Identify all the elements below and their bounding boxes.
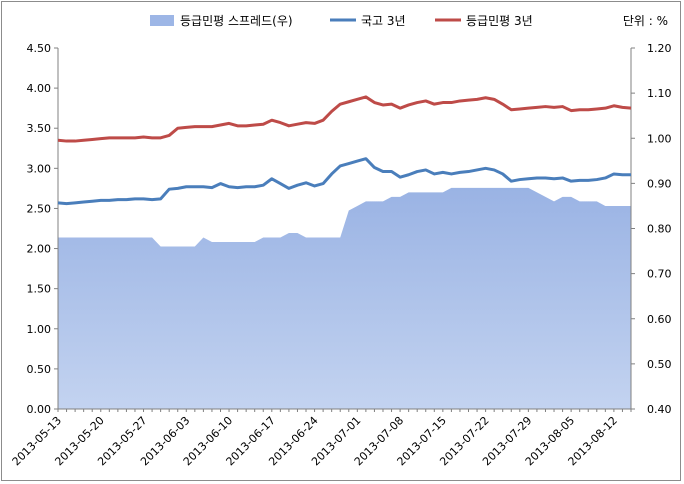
legend-label-spread: 등급민평 스프레드(우) <box>180 14 293 28</box>
right-tick-label: 0.40 <box>647 403 672 416</box>
series-area-spread <box>58 187 631 409</box>
left-tick-label: 3.50 <box>27 122 52 135</box>
legend-label-ktb: 국고 3년 <box>361 14 406 28</box>
left-tick-label: 4.50 <box>27 42 52 55</box>
left-tick-label: 1.50 <box>27 283 52 296</box>
x-axis: 2013-05-132013-05-202013-05-272013-06-03… <box>10 409 632 468</box>
right-tick-label: 0.50 <box>647 358 672 371</box>
legend: 등급민평 스프레드(우) 국고 3년 등급민평 3년 단위 : % <box>150 14 668 28</box>
right-axis: 0.40 0.50 0.60 0.70 0.80 0.90 1.00 1.10 1.20 <box>631 42 672 416</box>
right-tick-label: 0.90 <box>647 177 672 190</box>
series-line-corp <box>57 95 632 143</box>
left-tick-label: 3.00 <box>27 162 52 175</box>
left-tick-label: 2.00 <box>27 243 52 256</box>
right-tick-label: 1.00 <box>647 132 672 145</box>
legend-label-corp: 등급민평 3년 <box>466 14 533 28</box>
plot-area <box>57 48 632 410</box>
left-tick-label: 1.00 <box>27 323 52 336</box>
right-tick-label: 0.60 <box>647 313 672 326</box>
left-tick-label: 0.50 <box>27 363 52 376</box>
series-line-ktb <box>57 157 631 206</box>
left-tick-label: 4.00 <box>27 82 52 95</box>
unit-label: 단위 : % <box>623 14 668 28</box>
legend-swatch-spread <box>150 15 174 26</box>
right-tick-label: 1.20 <box>647 42 672 55</box>
left-axis: 0.00 0.50 1.00 1.50 2.00 2.50 3.00 3.50 4.00 4.50 <box>27 42 58 416</box>
left-tick-label: 0.00 <box>27 403 52 416</box>
right-tick-label: 0.80 <box>647 223 672 236</box>
left-tick-label: 2.50 <box>27 202 52 215</box>
right-tick-label: 0.70 <box>647 268 672 281</box>
right-tick-label: 1.10 <box>647 87 672 100</box>
